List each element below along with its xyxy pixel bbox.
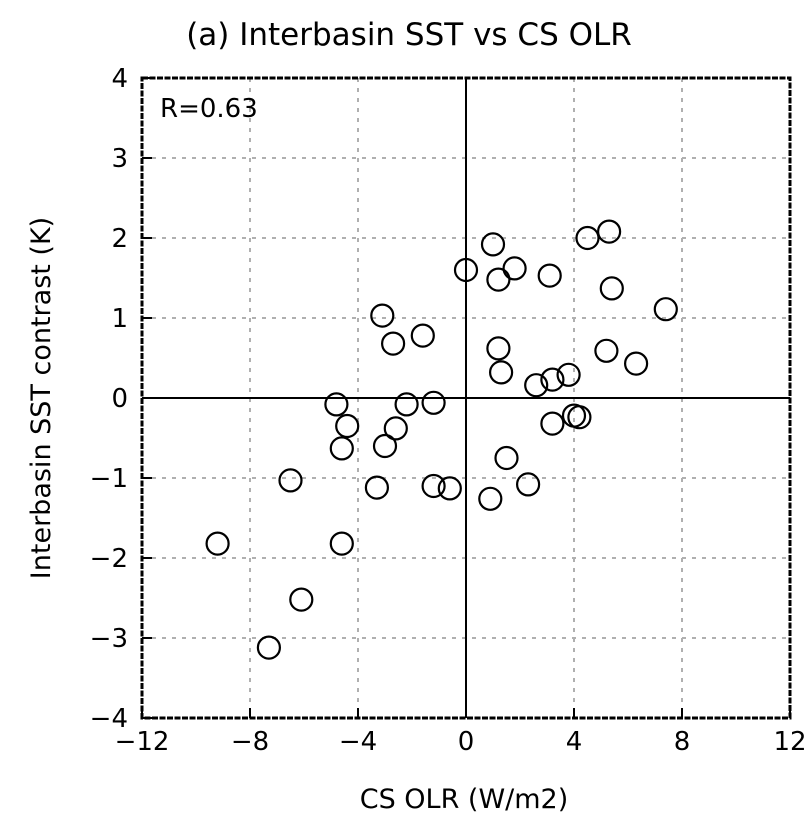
data-point <box>489 360 514 385</box>
zero-lines <box>142 78 790 718</box>
data-point <box>515 472 541 497</box>
y-tick-label: −1 <box>90 464 128 494</box>
x-tick-label: −4 <box>339 727 377 757</box>
data-point <box>421 473 446 499</box>
data-point <box>364 475 389 500</box>
data-point <box>502 256 527 281</box>
data-point <box>540 367 565 392</box>
chart-title: (a) Interbasin SST vs CS OLR <box>186 17 632 53</box>
correlation-annotation: R=0.63 <box>160 94 258 124</box>
y-tick-label: 3 <box>111 144 128 174</box>
data-point <box>289 587 314 612</box>
y-tick-label: 0 <box>111 384 128 414</box>
data-point <box>575 225 600 251</box>
x-tick-label: −8 <box>231 727 269 757</box>
data-point <box>486 336 511 361</box>
data-point <box>567 405 592 430</box>
y-tick-label: 4 <box>111 64 128 94</box>
y-axis-label: Interbasin SST contrast (K) <box>26 217 57 579</box>
data-point <box>370 303 395 328</box>
data-point <box>480 232 506 257</box>
data-point <box>478 486 503 511</box>
data-point <box>437 476 462 501</box>
data-point <box>623 351 649 376</box>
data-point <box>524 373 549 398</box>
data-point <box>556 362 581 387</box>
data-points <box>205 219 678 660</box>
y-tick-label: −2 <box>90 544 128 574</box>
data-point <box>540 411 565 436</box>
data-point <box>410 323 435 348</box>
x-tick-label: −12 <box>115 727 170 757</box>
data-point <box>594 338 619 363</box>
y-tick-label: −3 <box>90 624 128 654</box>
y-tick-labels: −4 −3 −2 −1 0 1 2 3 4 <box>90 64 128 734</box>
data-point <box>278 468 303 493</box>
data-point <box>372 433 398 459</box>
y-tick-label: 2 <box>111 224 128 254</box>
data-point <box>494 445 519 471</box>
tick-marks <box>141 77 791 719</box>
x-tick-labels: −12 −8 −4 0 4 8 12 <box>115 727 807 757</box>
data-point <box>453 257 479 283</box>
data-point <box>381 331 406 356</box>
x-tick-label: 0 <box>458 727 475 757</box>
x-tick-label: 12 <box>773 727 806 757</box>
data-point <box>421 390 446 415</box>
data-point <box>596 219 622 244</box>
y-tick-label: 1 <box>111 304 128 334</box>
data-point <box>383 416 408 441</box>
data-point <box>256 635 281 660</box>
data-point <box>329 436 354 461</box>
data-point <box>324 392 349 417</box>
x-axis-label: CS OLR (W/m2) <box>360 784 569 815</box>
data-point <box>329 531 354 556</box>
data-point <box>335 413 360 439</box>
x-tick-label: 4 <box>566 727 583 757</box>
y-tick-label: −4 <box>90 704 128 734</box>
data-point <box>394 392 419 417</box>
data-point <box>653 297 678 322</box>
x-tick-label: 8 <box>674 727 691 757</box>
data-point <box>486 267 511 292</box>
data-point <box>205 531 230 556</box>
data-point <box>599 276 624 301</box>
data-point <box>537 263 562 288</box>
